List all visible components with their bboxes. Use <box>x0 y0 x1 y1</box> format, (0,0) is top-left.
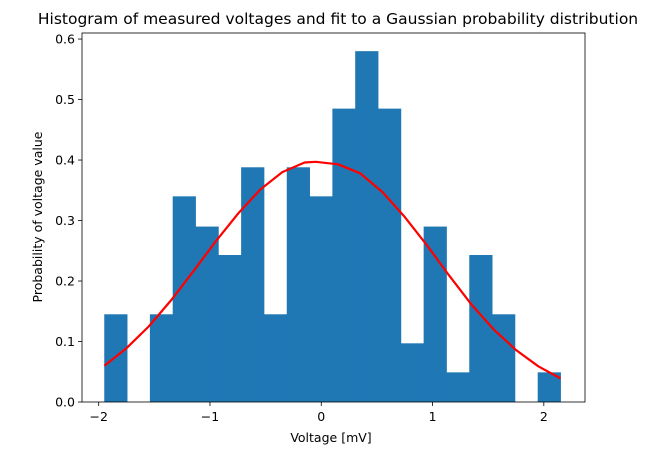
histogram-bar <box>195 226 219 402</box>
histogram-bar <box>104 314 128 402</box>
histogram-bar <box>149 314 174 402</box>
histogram-bar <box>218 255 242 402</box>
y-tick-label: 0.4 <box>55 153 75 168</box>
x-tick-label: 0 <box>317 409 325 424</box>
y-tick-label: 0.1 <box>55 334 75 349</box>
y-tick-label: 0.3 <box>55 213 75 228</box>
histogram-bar <box>423 226 447 402</box>
x-tick-label: −2 <box>89 409 107 424</box>
histogram-bar <box>241 167 265 402</box>
x-axis-label: Voltage [mV] <box>290 430 371 445</box>
y-tick-label: 0.2 <box>55 274 75 289</box>
histogram-bar <box>355 51 379 402</box>
fit-line <box>103 160 562 380</box>
histogram-bar <box>172 196 196 402</box>
y-tick-label: 0.0 <box>55 395 75 410</box>
histogram-bar <box>309 196 333 402</box>
chart-title: Histogram of measured voltages and fit t… <box>38 10 638 28</box>
gaussian-fit <box>103 160 562 380</box>
histogram-bars <box>104 51 561 403</box>
axis-ticks: −2 −1 0 1 2 0.0 0.1 0.2 0.3 0.4 0.5 0.6 <box>55 32 548 424</box>
histogram-bar <box>492 314 516 402</box>
x-tick-label: 2 <box>540 409 548 424</box>
y-axis-label: Probability of voltage value <box>30 131 45 302</box>
histogram-bar <box>400 343 425 402</box>
histogram-bar <box>286 167 310 402</box>
y-tick-label: 0.5 <box>55 92 75 107</box>
histogram-bar <box>378 108 402 403</box>
x-tick-label: 1 <box>429 409 437 424</box>
histogram-bar <box>537 372 561 402</box>
histogram-bar <box>263 314 288 402</box>
histogram-bar <box>332 108 356 403</box>
y-tick-label: 0.6 <box>55 32 75 47</box>
histogram-bar <box>469 255 493 402</box>
histogram-bar <box>446 372 470 402</box>
x-tick-label: −1 <box>201 409 219 424</box>
plot-frame <box>81 32 586 403</box>
